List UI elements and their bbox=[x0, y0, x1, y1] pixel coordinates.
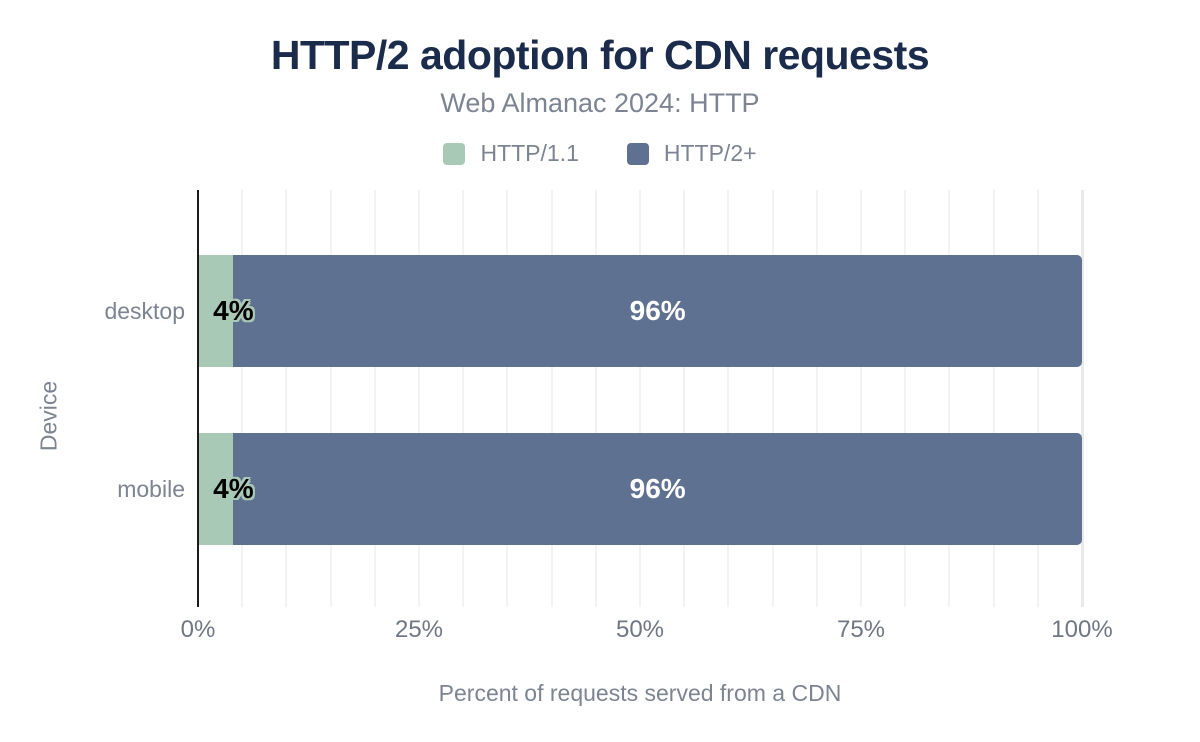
legend-item-http11: HTTP/1.1 bbox=[443, 140, 579, 167]
x-tick-0: 0% bbox=[180, 616, 216, 643]
category-label-desktop: desktop bbox=[104, 298, 185, 324]
legend-swatch-http11-icon bbox=[443, 142, 466, 165]
gridline bbox=[418, 190, 420, 607]
gridline bbox=[639, 190, 641, 607]
bar-segment-desktop-http2[interactable]: 96% bbox=[233, 255, 1082, 367]
bar-segment-desktop-http11[interactable]: 4% bbox=[198, 255, 254, 367]
bar-segment-mobile-http2[interactable]: 96% bbox=[233, 433, 1082, 545]
gridline bbox=[285, 190, 288, 607]
gridline bbox=[550, 190, 553, 607]
gridline bbox=[904, 190, 907, 607]
gridline bbox=[329, 190, 332, 607]
gridline bbox=[1081, 190, 1084, 607]
bar-value-label: 4% bbox=[213, 295, 254, 326]
gridline bbox=[948, 190, 951, 607]
gridline bbox=[241, 190, 244, 607]
gridline bbox=[594, 190, 597, 607]
gridline bbox=[860, 190, 862, 607]
gridline bbox=[992, 190, 995, 607]
plot-area: 4% 96% 4% 96% bbox=[197, 190, 1084, 607]
gridline bbox=[1036, 190, 1039, 607]
y-axis-title: Device bbox=[35, 380, 62, 452]
gridline bbox=[373, 190, 376, 607]
bar-segment-mobile-http11[interactable]: 4% bbox=[198, 433, 254, 545]
gridline bbox=[815, 190, 818, 607]
legend-item-http2: HTTP/2+ bbox=[626, 140, 757, 167]
bar-value-label: 4% bbox=[213, 473, 254, 504]
legend: HTTP/1.1 HTTP/2+ bbox=[0, 140, 1200, 167]
legend-swatch-http2-icon bbox=[626, 142, 649, 165]
x-tick-100: 100% bbox=[1051, 616, 1113, 643]
gridline bbox=[727, 190, 730, 607]
legend-label-http2: HTTP/2+ bbox=[663, 140, 757, 166]
bar-row-desktop: 4% 96% bbox=[198, 255, 1082, 367]
gridline bbox=[462, 190, 465, 607]
bar-value-label: 96% bbox=[629, 473, 686, 504]
category-label-mobile: mobile bbox=[117, 476, 185, 502]
legend-label-http11: HTTP/1.1 bbox=[480, 140, 579, 166]
x-tick-75: 75% bbox=[836, 616, 886, 643]
chart-title: HTTP/2 adoption for CDN requests bbox=[270, 32, 930, 78]
gridline bbox=[771, 190, 774, 607]
x-tick-25: 25% bbox=[394, 616, 444, 643]
bar-row-mobile: 4% 96% bbox=[198, 433, 1082, 545]
x-tick-50: 50% bbox=[615, 616, 665, 643]
y-axis-line bbox=[197, 190, 199, 607]
gridline bbox=[506, 190, 509, 607]
bar-value-label: 96% bbox=[629, 295, 686, 326]
chart-subtitle: Web Almanac 2024: HTTP bbox=[440, 88, 760, 118]
x-axis-title: Percent of requests served from a CDN bbox=[438, 680, 842, 706]
gridline bbox=[683, 190, 686, 607]
